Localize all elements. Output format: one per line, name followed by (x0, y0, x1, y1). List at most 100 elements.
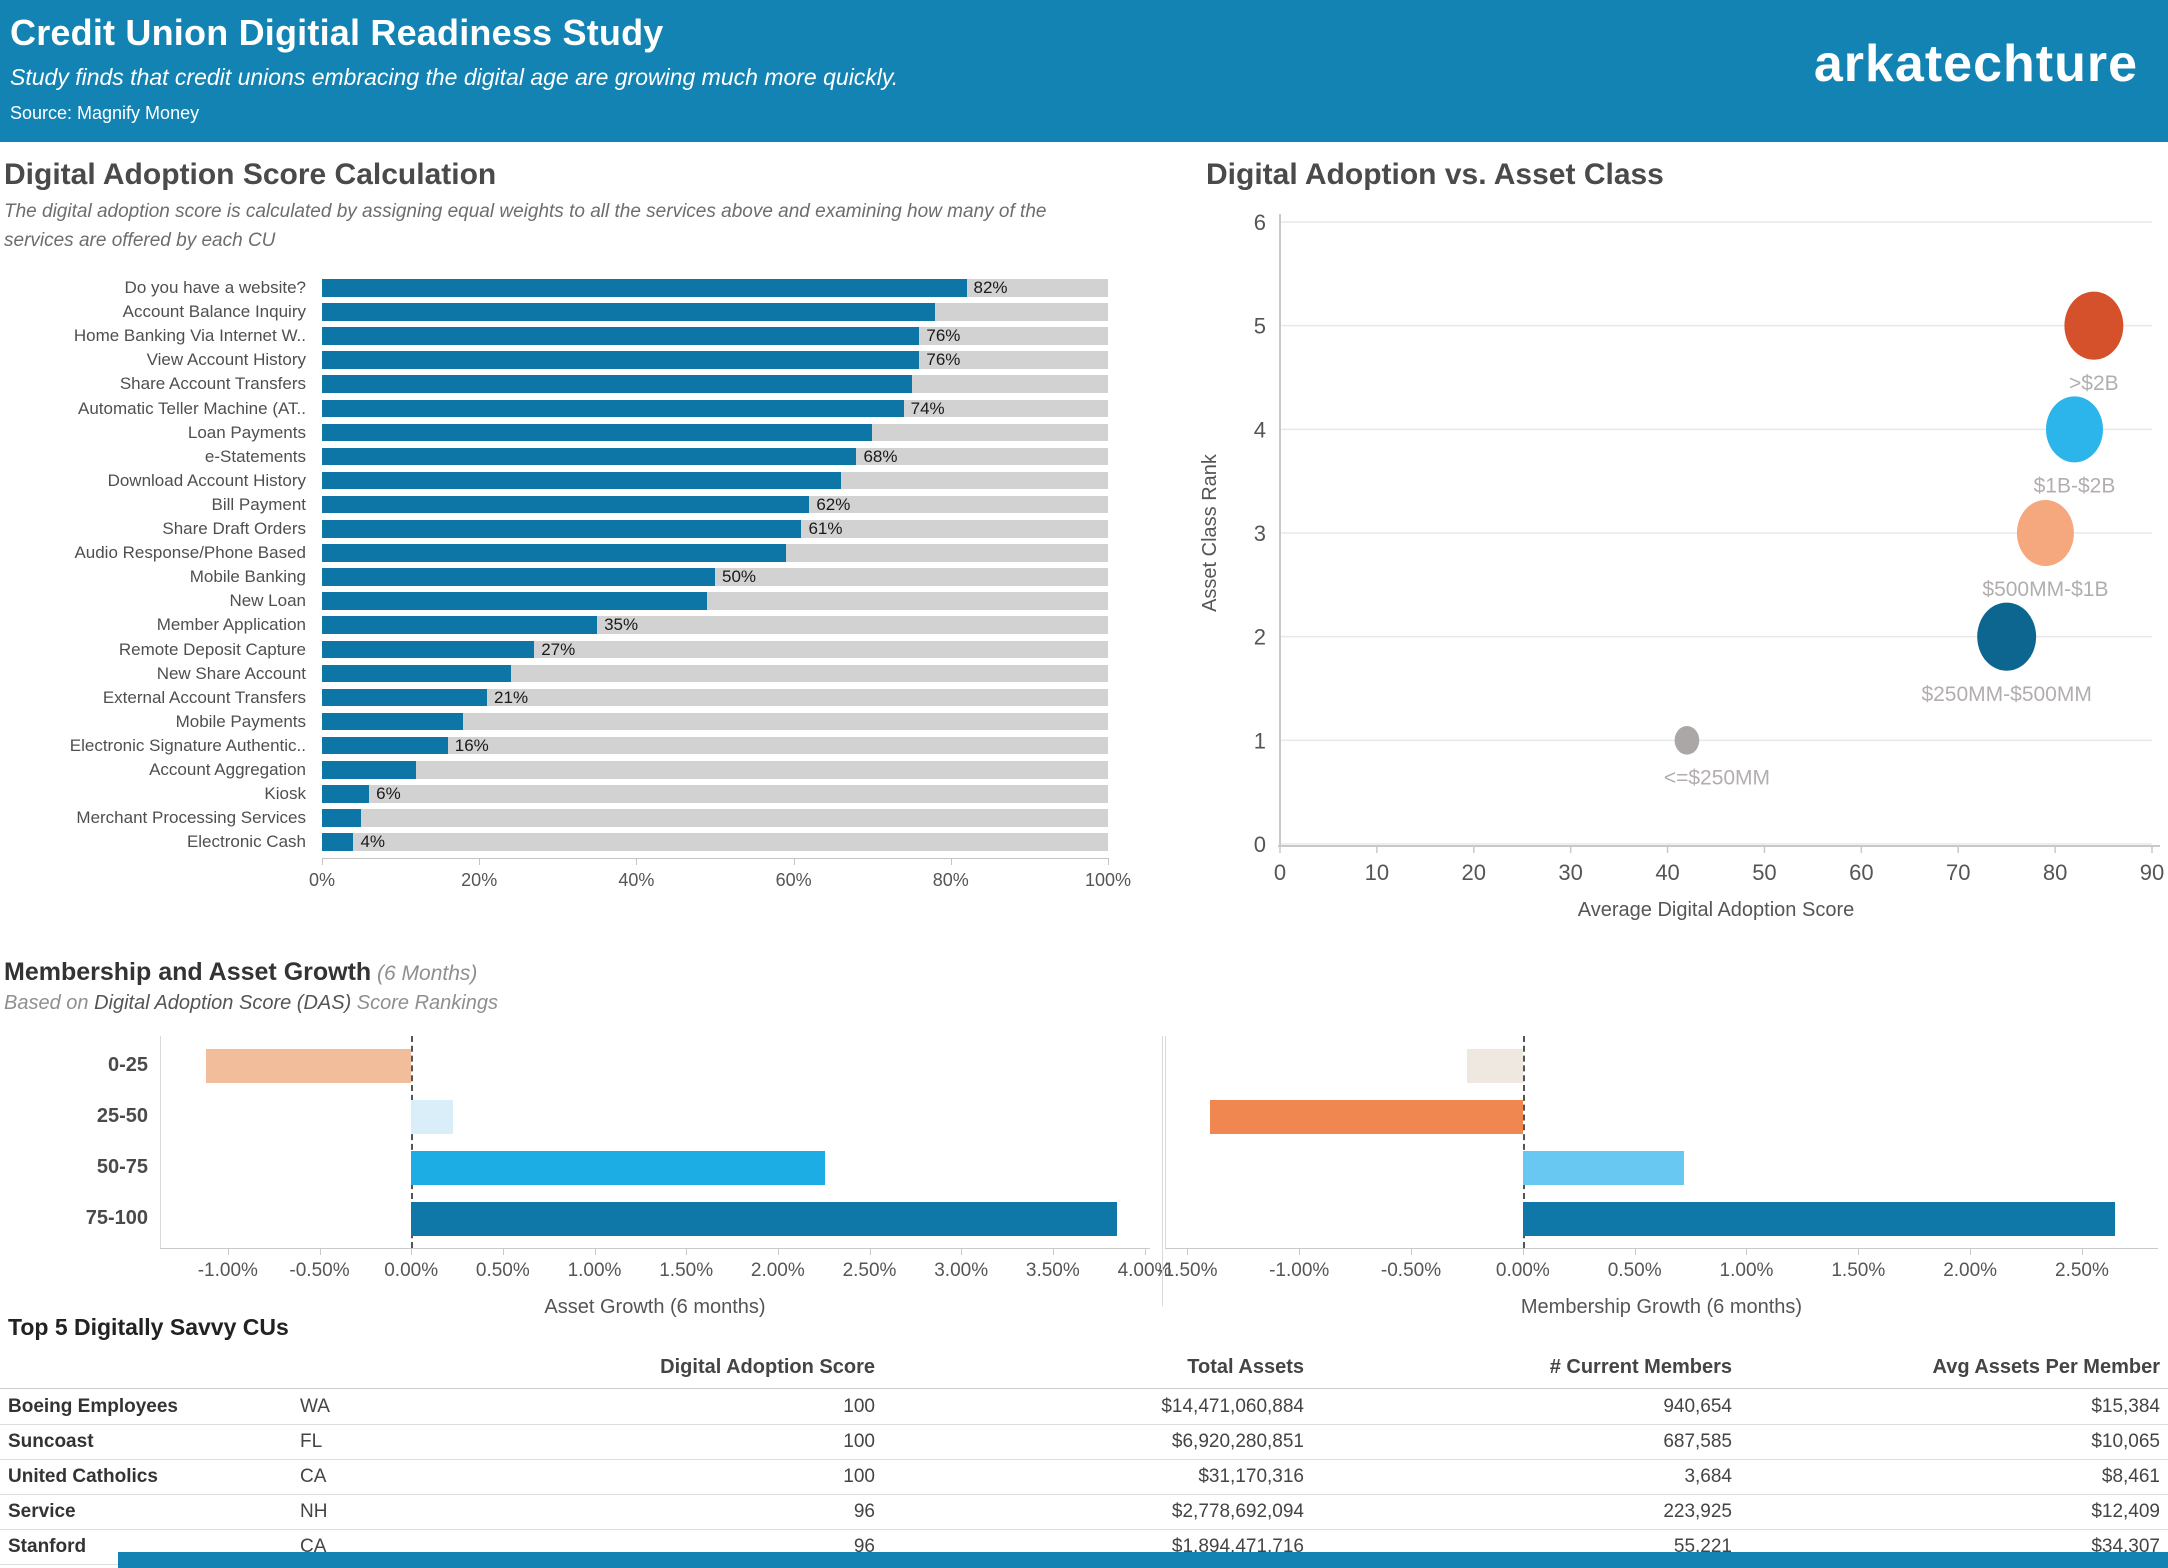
category-label: Account Aggregation (149, 760, 306, 779)
service-bar[interactable] (322, 375, 912, 393)
footer-bar (118, 1552, 2168, 1568)
service-bar[interactable] (322, 520, 802, 538)
table-cell: WA (300, 1396, 330, 1417)
service-bar[interactable] (322, 279, 967, 297)
table-cell: $8,461 (2101, 1466, 2160, 1487)
category-label: External Account Transfers (102, 687, 306, 707)
x-axis-tick-label: 10 (1365, 860, 1389, 885)
service-bar[interactable] (322, 447, 857, 466)
category-label: Download Account History (107, 470, 306, 490)
header-banner: Credit Union Digitial Readiness Study St… (0, 0, 2168, 142)
bar-value-label: 21% (494, 687, 529, 707)
bubble-mark[interactable]: <=$250MM (1674, 726, 1700, 755)
service-bar[interactable] (322, 399, 904, 417)
service-bar[interactable] (322, 736, 448, 755)
service-bar[interactable] (322, 688, 488, 707)
zero-line (1522, 1036, 1525, 1248)
growth-section: Membership and Asset Growth (6 Months) B… (0, 958, 2168, 1318)
bubble-mark[interactable]: $250MM-$500MM (1977, 602, 2037, 671)
x-axis-line (160, 1248, 1150, 1249)
service-bar[interactable] (322, 495, 810, 514)
service-bar[interactable] (322, 616, 598, 634)
service-bar[interactable] (322, 327, 920, 345)
category-label: Merchant Processing Services (76, 808, 306, 828)
category-label: Electronic Signature Authentic.. (69, 735, 306, 755)
service-bar[interactable] (322, 761, 417, 779)
x-axis-tick-label: 1.00% (567, 1260, 622, 1281)
growth-bar[interactable] (1522, 1201, 2116, 1236)
category-label: Member Application (156, 615, 306, 635)
service-bar[interactable] (322, 351, 920, 369)
category-label: Account Balance Inquiry (122, 302, 306, 322)
x-axis-tick-label: 1.00% (1719, 1260, 1774, 1281)
bubble-mark[interactable]: $1B-$2B (2045, 396, 2103, 463)
x-axis-tick (1634, 1248, 1636, 1255)
growth-subtitle-suffix: Score Rankings (351, 992, 498, 1014)
table-row[interactable]: Suncoast FL 100 $6,920,280,851 687,585 $10,06… (0, 1425, 2168, 1460)
growth-bar[interactable] (411, 1099, 454, 1134)
bar-track (322, 471, 1108, 490)
x-axis-tick-label: 0% (308, 870, 335, 890)
service-bar[interactable] (322, 544, 786, 562)
table-cell: 223,925 (1663, 1501, 1732, 1522)
service-bar[interactable] (322, 712, 464, 731)
growth-row-label: 75-100 (85, 1207, 148, 1229)
service-bar[interactable] (322, 303, 936, 321)
table-cell: FL (300, 1431, 323, 1452)
table-cell: 100 (843, 1396, 875, 1417)
bar-track: 74% (322, 399, 1108, 417)
y-axis-tick-label: 0 (1254, 832, 1266, 857)
service-bar[interactable] (322, 592, 708, 610)
table-row[interactable]: United Catholics CA 100 $31,170,316 3,684 $8,… (0, 1460, 2168, 1495)
arkatechture-logo: arkatechture (1813, 35, 2138, 93)
category-label: New Loan (229, 591, 306, 611)
table-cell: $10,065 (2091, 1431, 2160, 1452)
table-cell: $14,471,060,884 (1161, 1396, 1304, 1417)
x-axis-tick (594, 1248, 596, 1255)
x-axis-tick-label: 90 (2140, 860, 2164, 885)
table-cell: $31,170,316 (1198, 1466, 1304, 1487)
growth-bar[interactable] (1466, 1048, 1523, 1083)
x-axis-tick (1522, 1248, 1524, 1255)
table-header-cell: Avg Assets Per Member (1932, 1356, 2161, 1378)
service-bar[interactable] (322, 640, 535, 658)
source-note: Source: Magnify Money (10, 103, 200, 123)
bubble-mark[interactable]: >$2B (2064, 291, 2124, 360)
table-row[interactable]: Boeing Employees WA 100 $14,471,060,884 940,… (0, 1390, 2168, 1425)
growth-bar[interactable] (205, 1048, 412, 1083)
asset-class-scatter-chart: 0 1 2 3 4 5 6 0 10 20 30 40 50 60 70 80 90 Average Digita… (1196, 196, 2168, 951)
service-bar[interactable] (322, 833, 354, 851)
service-bar[interactable] (322, 809, 362, 827)
service-bar[interactable] (322, 785, 370, 803)
service-bar[interactable] (322, 568, 715, 586)
table-cell: $12,409 (2091, 1501, 2160, 1522)
growth-bar[interactable] (1209, 1099, 1523, 1134)
bubble-label: $1B-$2B (2034, 474, 2116, 497)
x-axis-tick-label: 0 (1274, 860, 1286, 885)
x-axis-line (322, 858, 1108, 859)
plot-left-border (160, 1036, 161, 1248)
x-axis-tick (1299, 1248, 1301, 1255)
x-axis-tick (1052, 1248, 1054, 1255)
bar-track: 50% (322, 567, 1108, 586)
service-bar[interactable] (322, 423, 873, 442)
x-axis-tick (322, 858, 323, 865)
x-axis-tick (479, 858, 481, 865)
x-axis-tick-label: 4.00% (1117, 1260, 1172, 1281)
y-axis-tick-label: 5 (1254, 314, 1266, 339)
service-bar[interactable] (322, 471, 841, 490)
bar-track: 76% (322, 326, 1108, 345)
x-axis-tick-label: 1.50% (1831, 1260, 1886, 1281)
growth-bar[interactable] (411, 1150, 826, 1185)
bubble-mark[interactable]: $500MM-$1B (2016, 500, 2074, 566)
table-row[interactable]: Service NH 96 $2,778,692,094 223,925 $12,409 (0, 1495, 2168, 1530)
growth-bar[interactable] (1522, 1150, 1684, 1185)
growth-section-subtitle: Based on Digital Adoption Score (DAS) Sc… (4, 992, 498, 1015)
table-cell: CA (300, 1466, 327, 1487)
x-axis-tick-label: 2.00% (1943, 1260, 1998, 1281)
y-axis-tick-label: 2 (1254, 625, 1266, 650)
growth-bar[interactable] (411, 1201, 1117, 1236)
x-axis-line (1165, 1248, 2158, 1249)
service-bar[interactable] (322, 664, 511, 683)
growth-title-main: Membership and Asset Growth (4, 958, 372, 986)
